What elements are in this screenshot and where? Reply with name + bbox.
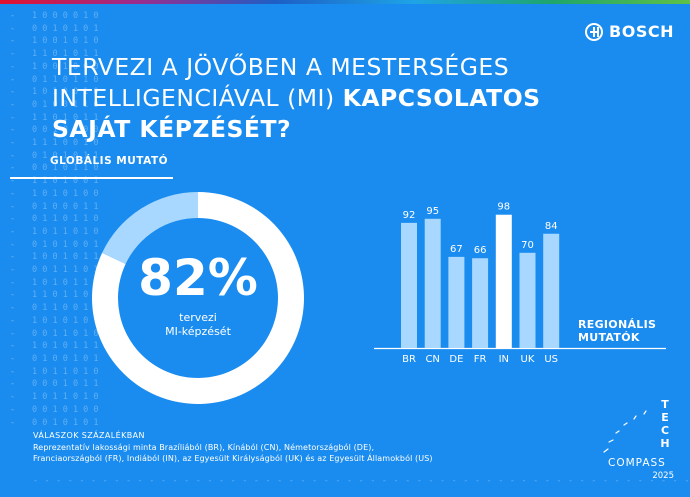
tech-letter: T	[661, 398, 669, 411]
bar-fr	[472, 258, 489, 348]
global-caption: tervezi MI-képzését	[90, 311, 306, 339]
footnote-text: Reprezentatív lakossági minta Brazíliábó…	[33, 443, 553, 464]
bar-in	[495, 214, 512, 348]
bar-category-label: BR	[402, 354, 416, 365]
footnote-line-1: Reprezentatív lakossági minta Brazíliábó…	[33, 443, 375, 452]
page-title: TERVEZI A JÖVŐBEN A MESTERSÉGES INTELLIG…	[52, 52, 572, 145]
global-donut-chart	[91, 192, 304, 404]
title-line-2: INTELLIGENCIÁVAL (MI) KAPCSOLATOS	[52, 83, 572, 114]
bosch-armature-icon	[585, 22, 604, 41]
bar-value-label: 92	[403, 210, 416, 221]
color-stripe	[0, 0, 690, 4]
regional-indicator-label: REGIONÁLIS MUTATÓK	[578, 318, 656, 344]
bar-category-label: DE	[449, 354, 463, 365]
donut-slice-rest	[102, 192, 198, 264]
bar-category-label: US	[544, 354, 558, 365]
bar-de	[448, 256, 465, 348]
bar-cn	[424, 218, 441, 348]
footnote-heading: VÁLASZOK SZÁZALÉKBAN	[33, 431, 145, 440]
title-line-2-light: INTELLIGENCIÁVAL (MI)	[52, 84, 335, 112]
bar-value-label: 84	[545, 221, 558, 232]
bar-category-label: IN	[499, 354, 509, 365]
bar-value-label: 67	[450, 244, 463, 255]
bar-category-label: FR	[474, 354, 487, 365]
footnote-line-2: Franciaországból (FR), Indiából (IN), az…	[33, 453, 433, 463]
title-line-3: SAJÁT KÉPZÉSÉT?	[52, 115, 292, 143]
bar-value-label: 70	[521, 240, 534, 251]
compass-arc-icon	[603, 410, 647, 453]
brand-name: BOSCH	[609, 22, 674, 41]
footer-dash-row: - - - - - - - - - - - - - - - - - - - - …	[33, 476, 690, 485]
title-line-2-bold: KAPCSOLATOS	[342, 84, 541, 112]
bar-br	[401, 222, 417, 348]
brand: BOSCH	[585, 22, 674, 41]
tech-letter: H	[660, 437, 670, 450]
title-line-1: TERVEZI A JÖVŐBEN A MESTERSÉGES	[52, 53, 510, 81]
bar-us	[543, 233, 560, 348]
tech-letters: T E C H	[658, 398, 672, 450]
bar-uk	[519, 252, 536, 348]
bar-category-label: UK	[521, 354, 535, 365]
compass-year: 2025	[652, 471, 674, 481]
global-caption-line-2: MI-képzését	[165, 325, 231, 338]
regional-label-line-2: MUTATÓK	[578, 331, 640, 344]
global-caption-line-1: tervezi	[179, 311, 217, 324]
tech-letter: C	[660, 424, 670, 437]
global-underline	[10, 177, 173, 179]
bar-value-label: 95	[426, 206, 439, 217]
bar-category-label: CN	[425, 354, 439, 365]
tech-letter: E	[661, 411, 669, 424]
tech-compass-logo: T E C H COMPASS 2025	[596, 398, 682, 494]
dash-column: - - - - - - - - - - - - - - - - - - - - …	[10, 11, 16, 428]
global-value: 82%	[138, 249, 258, 307]
compass-word: COMPASS	[608, 457, 666, 469]
global-indicator-label: GLOBÁLIS MUTATÓ	[50, 155, 169, 167]
regional-label-line-1: REGIONÁLIS	[578, 318, 657, 331]
bar-value-label: 98	[497, 202, 510, 213]
bar-value-label: 66	[474, 245, 487, 256]
